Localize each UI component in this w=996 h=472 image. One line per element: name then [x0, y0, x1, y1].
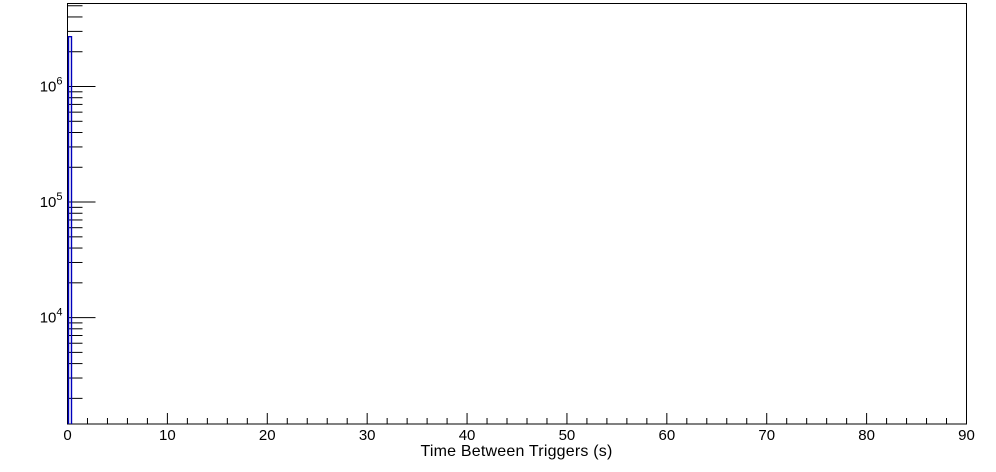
x-axis-tick-label: 10: [159, 427, 176, 444]
histogram-spike: [67, 35, 73, 424]
plot-frame: [67, 3, 967, 425]
x-axis-tick-label: 80: [858, 427, 875, 444]
x-axis-tick-label: 30: [359, 427, 376, 444]
x-axis-tick-label: 90: [958, 427, 975, 444]
y-axis-tick-label: 104: [40, 307, 63, 327]
x-axis-title: Time Between Triggers (s): [420, 443, 613, 460]
y-axis-tick-label: 105: [40, 191, 63, 211]
x-axis-tick-label: 20: [259, 427, 276, 444]
y-axis-tick-label: 106: [40, 76, 63, 96]
x-axis-tick-label: 60: [658, 427, 675, 444]
x-axis-tick-label: 40: [459, 427, 476, 444]
x-axis-tick-label: 50: [559, 427, 576, 444]
x-axis-tick-label: 70: [758, 427, 775, 444]
x-axis-tick-label: 0: [63, 427, 71, 444]
